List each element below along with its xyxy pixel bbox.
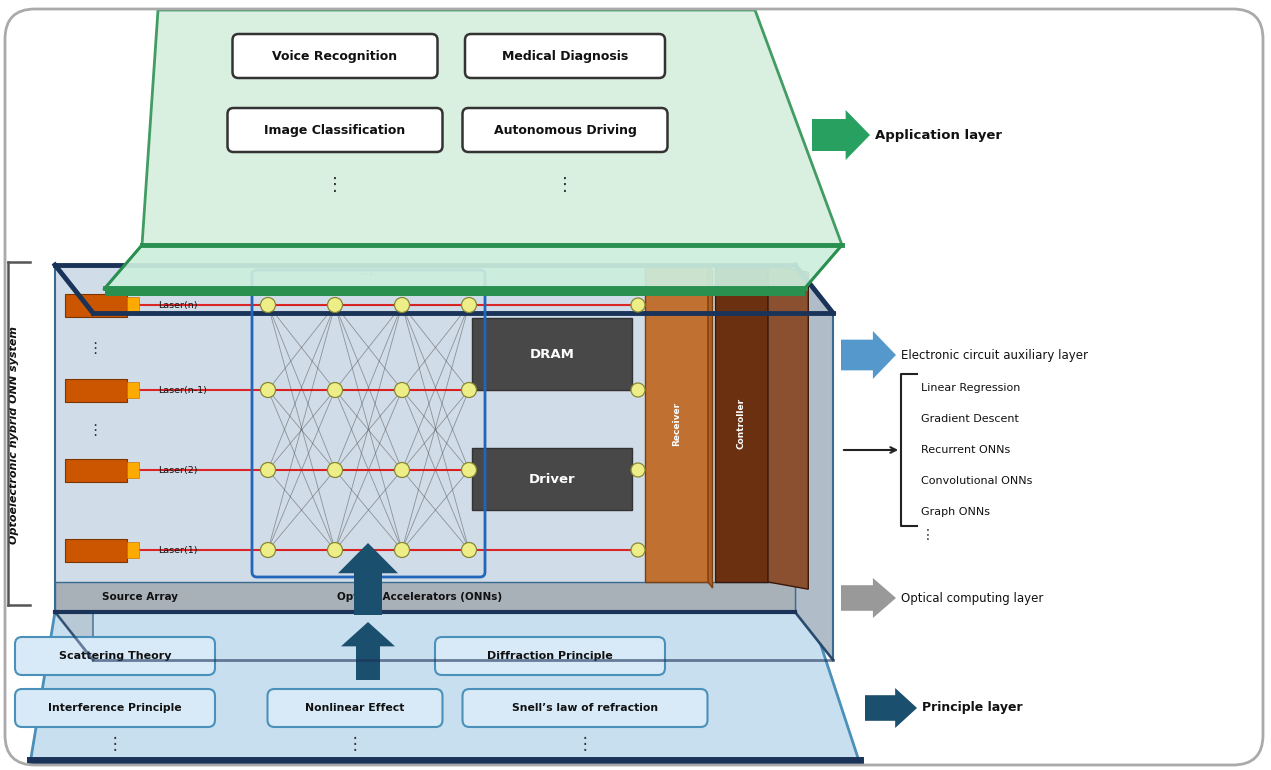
Circle shape [461,463,477,477]
Text: ⋮: ⋮ [577,735,594,753]
Polygon shape [105,288,805,296]
Text: ···: ··· [361,553,374,567]
FancyBboxPatch shape [435,637,665,675]
Polygon shape [55,265,794,612]
Text: Nonlinear Effect: Nonlinear Effect [305,703,404,713]
Circle shape [630,543,644,557]
Text: Gradient Descent: Gradient Descent [921,414,1019,424]
Polygon shape [812,110,871,160]
FancyBboxPatch shape [233,34,437,78]
Text: Medical Diagnosis: Medical Diagnosis [502,49,628,62]
Circle shape [394,463,409,477]
Text: Laser(n-1): Laser(n-1) [158,386,207,394]
Text: Optoelectronic hybrid ONN system: Optoelectronic hybrid ONN system [9,326,19,544]
Circle shape [261,383,276,397]
Text: Autonomous Driving: Autonomous Driving [493,123,637,136]
Bar [65,458,127,481]
Text: Interference Principle: Interference Principle [48,703,182,713]
Text: ⋮: ⋮ [325,176,344,194]
Text: Voice Recognition: Voice Recognition [272,49,398,62]
Text: Laser(n): Laser(n) [158,300,197,310]
Text: Optical computing layer: Optical computing layer [901,591,1043,604]
Bar [472,448,632,510]
Text: Graph ONNs: Graph ONNs [921,507,990,517]
FancyBboxPatch shape [463,689,708,727]
Polygon shape [142,10,841,245]
Text: Application layer: Application layer [874,129,1002,142]
Text: Linear Regression: Linear Regression [921,383,1021,393]
Text: Diffraction Principle: Diffraction Principle [487,651,613,661]
Text: Convolutional ONNs: Convolutional ONNs [921,476,1032,486]
Polygon shape [768,265,808,589]
Text: Scattering Theory: Scattering Theory [58,651,172,661]
Text: Recurrent ONNs: Recurrent ONNs [921,445,1010,455]
Polygon shape [708,265,713,588]
Text: Laser(2): Laser(2) [158,466,197,474]
Bar [127,297,139,313]
Circle shape [261,463,276,477]
Bar [472,318,632,390]
Polygon shape [716,265,768,582]
Polygon shape [341,622,395,680]
Text: ⋮: ⋮ [107,735,123,753]
Text: ⋮: ⋮ [555,176,574,194]
Bar [127,382,139,398]
Text: Electronic circuit auxiliary layer: Electronic circuit auxiliary layer [901,349,1088,361]
Circle shape [630,383,644,397]
FancyBboxPatch shape [465,34,665,78]
Text: Image Classification: Image Classification [264,123,405,136]
FancyBboxPatch shape [15,637,215,675]
Text: Laser(1): Laser(1) [158,545,197,554]
Circle shape [328,543,342,557]
Polygon shape [644,265,708,582]
Text: Principle layer: Principle layer [921,701,1023,715]
Bar [65,293,127,316]
FancyBboxPatch shape [463,108,667,152]
Polygon shape [105,245,841,288]
Text: Receiver: Receiver [672,401,681,446]
Circle shape [461,297,477,313]
Circle shape [328,383,342,397]
Bar [127,462,139,478]
FancyBboxPatch shape [15,689,215,727]
FancyBboxPatch shape [267,689,442,727]
Circle shape [461,543,477,557]
Circle shape [630,463,644,477]
Circle shape [394,383,409,397]
Polygon shape [841,578,896,618]
Bar [127,542,139,558]
Circle shape [261,543,276,557]
Text: Controller: Controller [737,398,746,449]
Polygon shape [55,265,93,660]
Text: Snell’s law of refraction: Snell’s law of refraction [512,703,658,713]
Text: Source Array: Source Array [102,592,178,602]
Text: Optical Accelerators (ONNs): Optical Accelerators (ONNs) [337,592,502,602]
Polygon shape [31,612,860,764]
Circle shape [630,298,644,312]
Polygon shape [866,688,916,728]
Polygon shape [55,265,833,313]
Polygon shape [794,265,833,660]
Circle shape [394,297,409,313]
Bar [55,582,794,612]
Text: ⋮: ⋮ [88,340,103,356]
Circle shape [394,543,409,557]
Text: ⋮: ⋮ [347,735,364,753]
Text: Driver: Driver [529,473,576,486]
Polygon shape [338,543,398,615]
Circle shape [328,297,342,313]
Text: ⋮: ⋮ [88,423,103,437]
Polygon shape [841,331,896,379]
Bar [65,379,127,401]
Text: ···: ··· [361,268,374,282]
Text: DRAM: DRAM [530,347,574,360]
Bar [65,538,127,561]
Circle shape [461,383,477,397]
Text: ⋮: ⋮ [921,528,935,542]
Circle shape [328,463,342,477]
Circle shape [261,297,276,313]
FancyBboxPatch shape [228,108,442,152]
